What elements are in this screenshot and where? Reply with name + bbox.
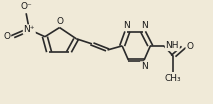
Text: N: N — [141, 62, 147, 71]
Text: O: O — [186, 42, 193, 51]
Text: N: N — [123, 21, 130, 30]
Text: NH: NH — [166, 41, 179, 50]
Text: O: O — [3, 32, 10, 41]
Text: N: N — [141, 21, 147, 30]
Text: O⁻: O⁻ — [20, 2, 32, 11]
Text: CH₃: CH₃ — [165, 74, 182, 83]
Text: O: O — [56, 17, 63, 25]
Text: N⁺: N⁺ — [23, 25, 35, 34]
